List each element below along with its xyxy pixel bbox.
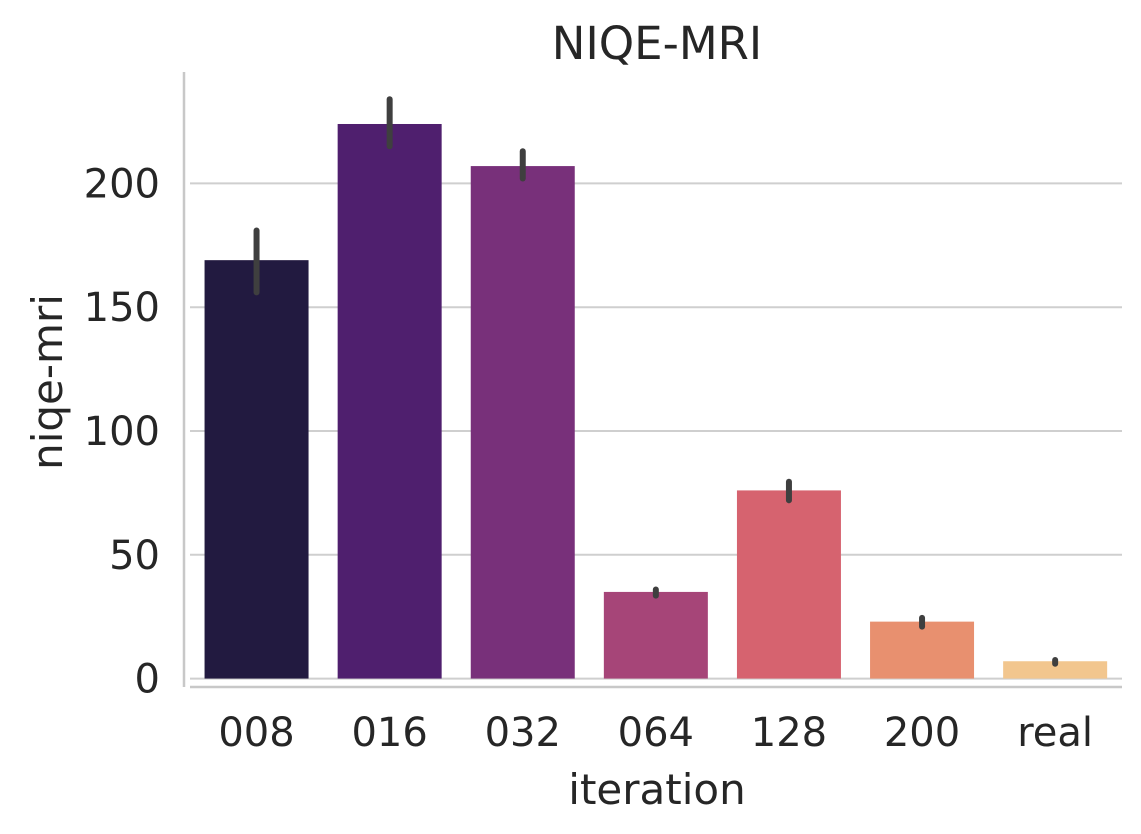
- bar: [736, 490, 841, 679]
- x-tick-label: 032: [485, 710, 561, 756]
- x-tick-labels: 008 016 032 064 128 200 real: [218, 710, 1093, 756]
- axis-layer: [182, 72, 1122, 689]
- bar: [1003, 661, 1108, 679]
- bar: [337, 123, 442, 679]
- y-tick-labels: 0 50 100 150 200: [84, 161, 160, 702]
- y-tick-label: 200: [84, 161, 160, 207]
- chart-title: NIQE-MRI: [552, 17, 762, 70]
- y-tick-label: 50: [109, 533, 160, 579]
- bar: [470, 166, 575, 679]
- y-tick-label: 150: [84, 285, 160, 331]
- bar: [603, 591, 708, 679]
- x-tick-label: 064: [618, 710, 694, 756]
- y-tick-label: 0: [135, 657, 160, 703]
- x-tick-label: 200: [884, 710, 960, 756]
- x-axis-title: iteration: [568, 765, 745, 814]
- x-tick-label: 128: [751, 710, 827, 756]
- x-tick-label: 008: [218, 710, 294, 756]
- bar: [870, 621, 975, 679]
- y-tick-label: 100: [84, 409, 160, 455]
- bar: [204, 260, 309, 679]
- errorbar-layer: [253, 96, 1059, 667]
- x-tick-label: 016: [351, 710, 427, 756]
- y-axis-title: niqe-mri: [23, 294, 72, 470]
- bar-layer: [204, 123, 1108, 679]
- x-tick-label: real: [1017, 710, 1093, 756]
